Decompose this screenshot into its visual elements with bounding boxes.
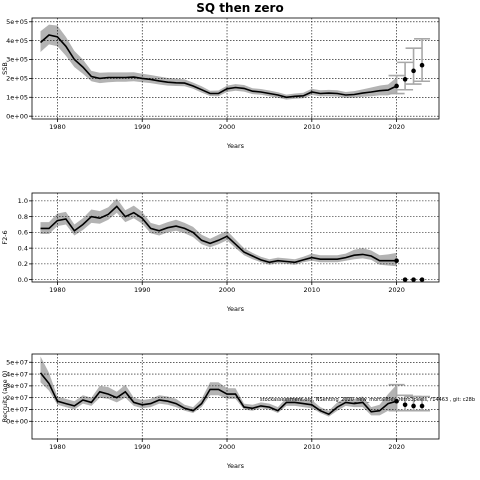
estimate-line bbox=[40, 205, 397, 264]
recruits-axis-label: Recruits (age 0) bbox=[1, 371, 9, 423]
estimate-line bbox=[39, 372, 397, 416]
figure-title: SQ then zero bbox=[196, 1, 283, 15]
y-tick-label: 3e+05 bbox=[6, 56, 28, 64]
y-tick-label: 1e+05 bbox=[6, 93, 28, 101]
confidence-band bbox=[40, 356, 397, 417]
ssb-panel: 1980 1990 2000 2010 2020 0e+00 1e+05 2e+05 3e+05… bbox=[1, 17, 440, 150]
y-tick-label: 1.0 bbox=[18, 197, 28, 205]
x-tick-label: 2010 bbox=[304, 443, 321, 451]
plot-frame bbox=[31, 192, 440, 283]
x-tick-label: 2020 bbox=[388, 443, 405, 451]
estimate-line bbox=[39, 34, 397, 99]
x-tick-label: 1990 bbox=[134, 286, 151, 294]
x-tick-label: 2000 bbox=[219, 286, 236, 294]
footnote: stockassessment.org, NSehting_2020_new_m… bbox=[260, 397, 475, 403]
x-tick-label: 2000 bbox=[219, 123, 236, 131]
forecast-point bbox=[411, 68, 416, 74]
y-tick-label: 0e+00 bbox=[6, 112, 28, 120]
y-tick-label: 0e+00 bbox=[6, 417, 28, 425]
y-tick-label: 4e+07 bbox=[6, 370, 28, 378]
fishing-mortality-panel: 1980 1990 2000 2010 2020 0.0 0.2 0.4 0.6 0.8 1.0 Ye… bbox=[1, 192, 440, 313]
x-tick-label: 1980 bbox=[49, 286, 66, 294]
forecast-point bbox=[394, 83, 399, 89]
y-tick-label: 4e+05 bbox=[6, 37, 28, 45]
y-tick-label: 1e+07 bbox=[6, 406, 28, 414]
x-tick-label: 2020 bbox=[388, 123, 405, 131]
plot-frame bbox=[31, 353, 440, 440]
y-tick-label: 0.4 bbox=[18, 244, 28, 252]
y-tick-label: 0.8 bbox=[18, 213, 28, 221]
forecast-point bbox=[411, 403, 416, 409]
x-tick-label: 2000 bbox=[219, 443, 236, 451]
recruitment-panel: 1980 1990 2000 2010 2020 0e+00 1e+07 2e+07 3e+07… bbox=[1, 353, 475, 470]
y-tick-label: 5e+07 bbox=[6, 358, 28, 366]
y-tick-label: 2e+05 bbox=[6, 75, 28, 83]
x-tick-label: 1990 bbox=[134, 443, 151, 451]
x-tick-label: 2010 bbox=[304, 286, 321, 294]
plot-frame bbox=[31, 17, 440, 120]
forecast-point bbox=[402, 77, 408, 82]
y-tick-label: 2e+07 bbox=[6, 394, 28, 402]
forecast-point bbox=[402, 277, 408, 282]
confidence-band bbox=[40, 24, 397, 100]
x-tick-label: 1980 bbox=[49, 443, 66, 451]
y-tick-label: 5e+05 bbox=[6, 18, 28, 26]
forecast-point bbox=[411, 277, 416, 282]
forecast-point bbox=[419, 62, 425, 68]
x-axis-label: Years bbox=[226, 305, 245, 313]
ssb-axis-label: SSB bbox=[1, 62, 9, 75]
y-tick-label: 0.6 bbox=[18, 229, 28, 237]
forecast-point bbox=[394, 398, 399, 404]
x-tick-label: 2010 bbox=[304, 123, 321, 131]
forecast-point bbox=[419, 403, 425, 409]
x-tick-label: 1990 bbox=[134, 123, 151, 131]
f-axis-label: F2-6 bbox=[1, 230, 9, 244]
x-tick-label: 2020 bbox=[388, 286, 405, 294]
x-tick-label: 1980 bbox=[49, 123, 66, 131]
forecast-point bbox=[419, 277, 425, 282]
y-tick-label: 0.0 bbox=[18, 276, 28, 284]
x-axis-label: Years bbox=[226, 462, 245, 470]
forecast-point bbox=[394, 258, 399, 264]
forecast-point bbox=[402, 402, 408, 408]
x-axis-label: Years bbox=[226, 142, 245, 150]
y-tick-label: 0.2 bbox=[18, 260, 28, 268]
y-tick-label: 3e+07 bbox=[6, 382, 28, 390]
